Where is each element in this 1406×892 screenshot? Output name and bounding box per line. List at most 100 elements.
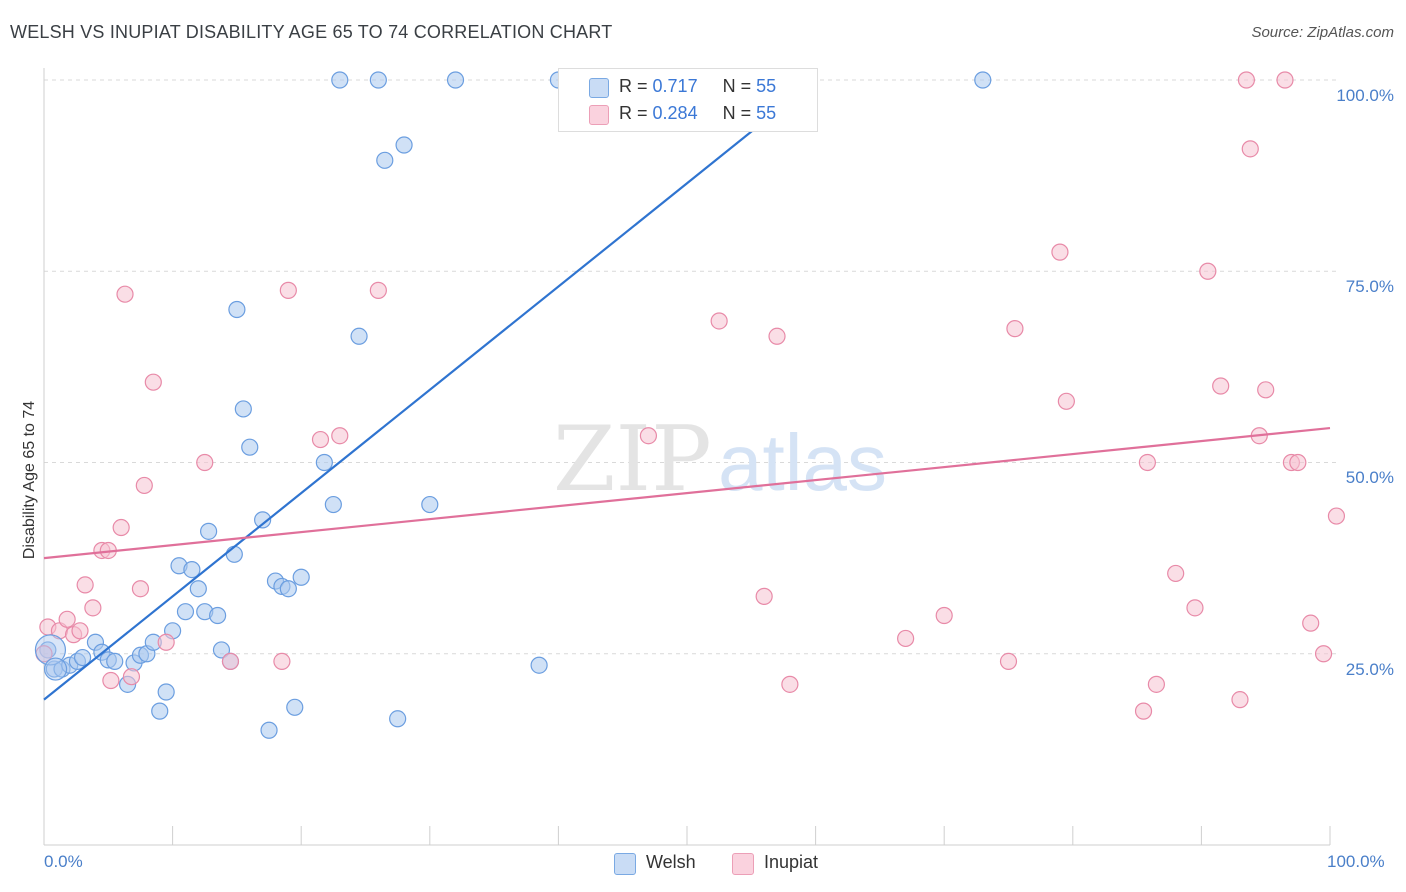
inupiat-point — [1057, 392, 1075, 410]
welsh-point — [234, 400, 252, 418]
welsh-point — [376, 151, 394, 169]
welsh-point — [369, 71, 387, 89]
welsh-point — [176, 603, 195, 621]
inupiat-point — [144, 373, 162, 391]
inupiat-point — [1237, 71, 1256, 89]
inupiat-point — [1199, 262, 1217, 280]
inupiat-point — [131, 580, 150, 598]
welsh-point — [212, 641, 231, 659]
legend-row-inupiat: R = 0.284 N = 55 — [619, 103, 776, 124]
inupiat-trend-line — [43, 426, 1331, 560]
welsh-point — [209, 606, 227, 625]
correlation-legend: R = 0.717 N = 55 R = 0.284 N = 55 — [558, 68, 818, 132]
welsh-point — [228, 300, 246, 319]
inupiat-point — [1186, 599, 1204, 617]
welsh-point — [324, 495, 342, 514]
welsh-point — [34, 634, 67, 666]
welsh-point — [200, 522, 218, 540]
inupiat-point — [273, 652, 291, 671]
inupiat-point — [781, 675, 799, 693]
welsh-point — [350, 327, 368, 345]
welsh-point — [315, 453, 333, 472]
welsh-point — [260, 721, 278, 739]
y-tick-label: 75.0% — [1345, 277, 1394, 296]
inupiat-point — [1276, 71, 1294, 89]
welsh-point — [395, 136, 413, 154]
watermark-atlas: atlas — [718, 418, 887, 507]
welsh-point — [331, 71, 349, 89]
inupiat-point — [369, 281, 387, 299]
y-tick-label: 50.0% — [1345, 468, 1394, 487]
inupiat-point — [1134, 702, 1153, 720]
legend-row-welsh: R = 0.717 N = 55 — [619, 76, 776, 97]
welsh-point — [530, 656, 548, 674]
inupiat-point — [116, 285, 134, 303]
x-tick-label: 100.0% — [1327, 852, 1385, 871]
welsh-point — [106, 652, 124, 671]
inupiat-point — [311, 430, 330, 449]
watermark-zip: ZIP — [553, 407, 712, 512]
y-tick-label: 100.0% — [1336, 86, 1394, 105]
inupiat-point — [1289, 453, 1307, 472]
inupiat-swatch — [589, 105, 609, 125]
inupiat-point — [1147, 675, 1165, 693]
welsh-point — [974, 71, 992, 89]
inupiat-point — [639, 427, 658, 445]
welsh-point — [73, 648, 92, 667]
inupiat-point — [157, 633, 175, 651]
welsh-point — [292, 568, 310, 586]
welsh-legend-swatch — [614, 853, 636, 875]
inupiat-point — [135, 476, 153, 495]
inupiat-point — [331, 427, 349, 445]
inupiat-point — [1138, 453, 1156, 472]
inupiat-point — [84, 599, 102, 617]
legend-inupiat: Inupiat — [764, 852, 819, 872]
inupiat-point — [71, 622, 89, 640]
inupiat-point — [1302, 614, 1320, 632]
inupiat-point — [1257, 381, 1275, 399]
welsh-point — [189, 580, 207, 598]
welsh-swatch — [589, 78, 609, 98]
inupiat-point — [58, 610, 76, 628]
r-label: R = — [619, 103, 648, 123]
welsh-point — [241, 438, 259, 456]
welsh-trend-line — [43, 79, 817, 701]
inupiat-point — [1006, 320, 1024, 338]
inupiat-point — [112, 518, 130, 537]
n-value: 55 — [756, 103, 777, 123]
source-label: Source: ZipAtlas.com — [1251, 24, 1394, 41]
welsh-point — [43, 657, 68, 681]
inupiat-point — [122, 668, 141, 686]
y-axis-label-wrap: Disability Age 65 to 74 — [18, 300, 42, 660]
r-label: R = — [619, 76, 648, 96]
inupiat-point — [1167, 564, 1185, 583]
legend-welsh: Welsh — [646, 852, 696, 872]
welsh-point — [225, 545, 243, 563]
welsh-point — [183, 560, 201, 579]
inupiat-point — [999, 652, 1018, 671]
inupiat-point — [1327, 507, 1346, 525]
n-label: N = — [722, 76, 752, 96]
inupiat-point — [102, 671, 120, 690]
welsh-point — [389, 710, 407, 728]
x-tick-label: 0.0% — [44, 852, 83, 871]
inupiat-point — [279, 281, 297, 299]
n-value: 55 — [756, 76, 777, 96]
chart-title: WELSH VS INUPIAT DISABILITY AGE 65 TO 74… — [10, 22, 613, 42]
inupiat-point — [221, 652, 240, 671]
y-axis-label: Disability Age 65 to 74 — [21, 400, 38, 560]
inupiat-point — [755, 587, 773, 605]
inupiat-point — [768, 327, 786, 345]
welsh-point — [157, 683, 175, 701]
welsh-point — [446, 71, 465, 89]
inupiat-point — [1241, 140, 1259, 158]
r-value: 0.717 — [652, 76, 698, 96]
r-value: 0.284 — [652, 103, 698, 123]
welsh-point — [421, 495, 439, 514]
inupiat-point — [710, 312, 728, 330]
welsh-point — [279, 580, 297, 598]
inupiat-point — [1314, 645, 1333, 663]
y-tick-label: 25.0% — [1345, 660, 1394, 679]
welsh-point — [254, 511, 272, 529]
